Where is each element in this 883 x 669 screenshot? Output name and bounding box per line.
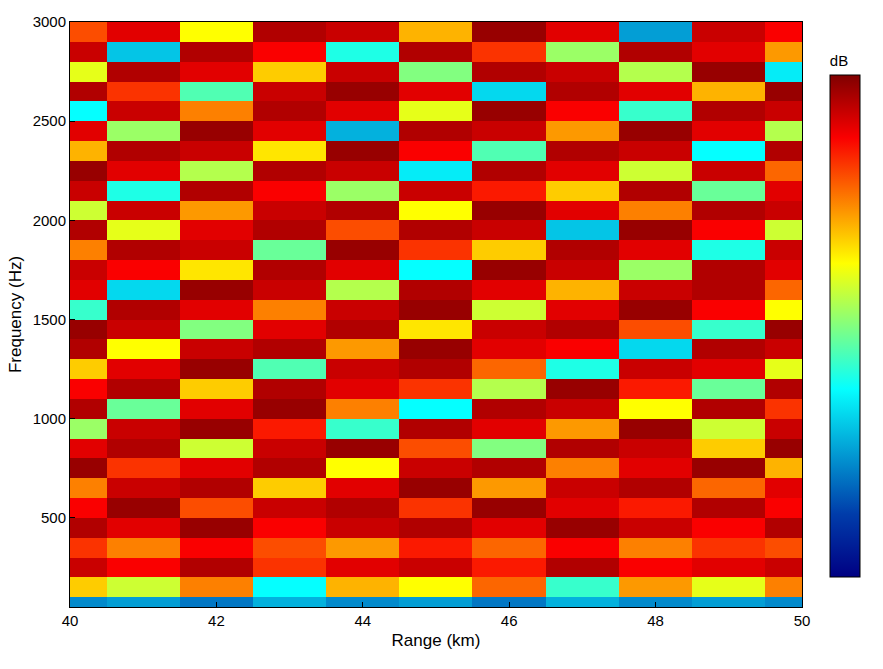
svg-text:50: 50 xyxy=(794,612,811,629)
svg-text:1500: 1500 xyxy=(33,311,66,328)
svg-text:Frequency (Hz): Frequency (Hz) xyxy=(6,256,25,373)
svg-text:48: 48 xyxy=(647,612,664,629)
svg-text:2500: 2500 xyxy=(33,112,66,129)
svg-text:1000: 1000 xyxy=(33,410,66,427)
svg-text:42: 42 xyxy=(208,612,225,629)
svg-text:2000: 2000 xyxy=(33,212,66,229)
svg-text:46: 46 xyxy=(501,612,518,629)
svg-text:500: 500 xyxy=(41,509,66,526)
svg-text:Range (km): Range (km) xyxy=(392,631,481,650)
svg-text:44: 44 xyxy=(354,612,371,629)
svg-text:40: 40 xyxy=(62,612,79,629)
svg-text:dB: dB xyxy=(830,52,848,69)
svg-text:3000: 3000 xyxy=(33,13,66,30)
